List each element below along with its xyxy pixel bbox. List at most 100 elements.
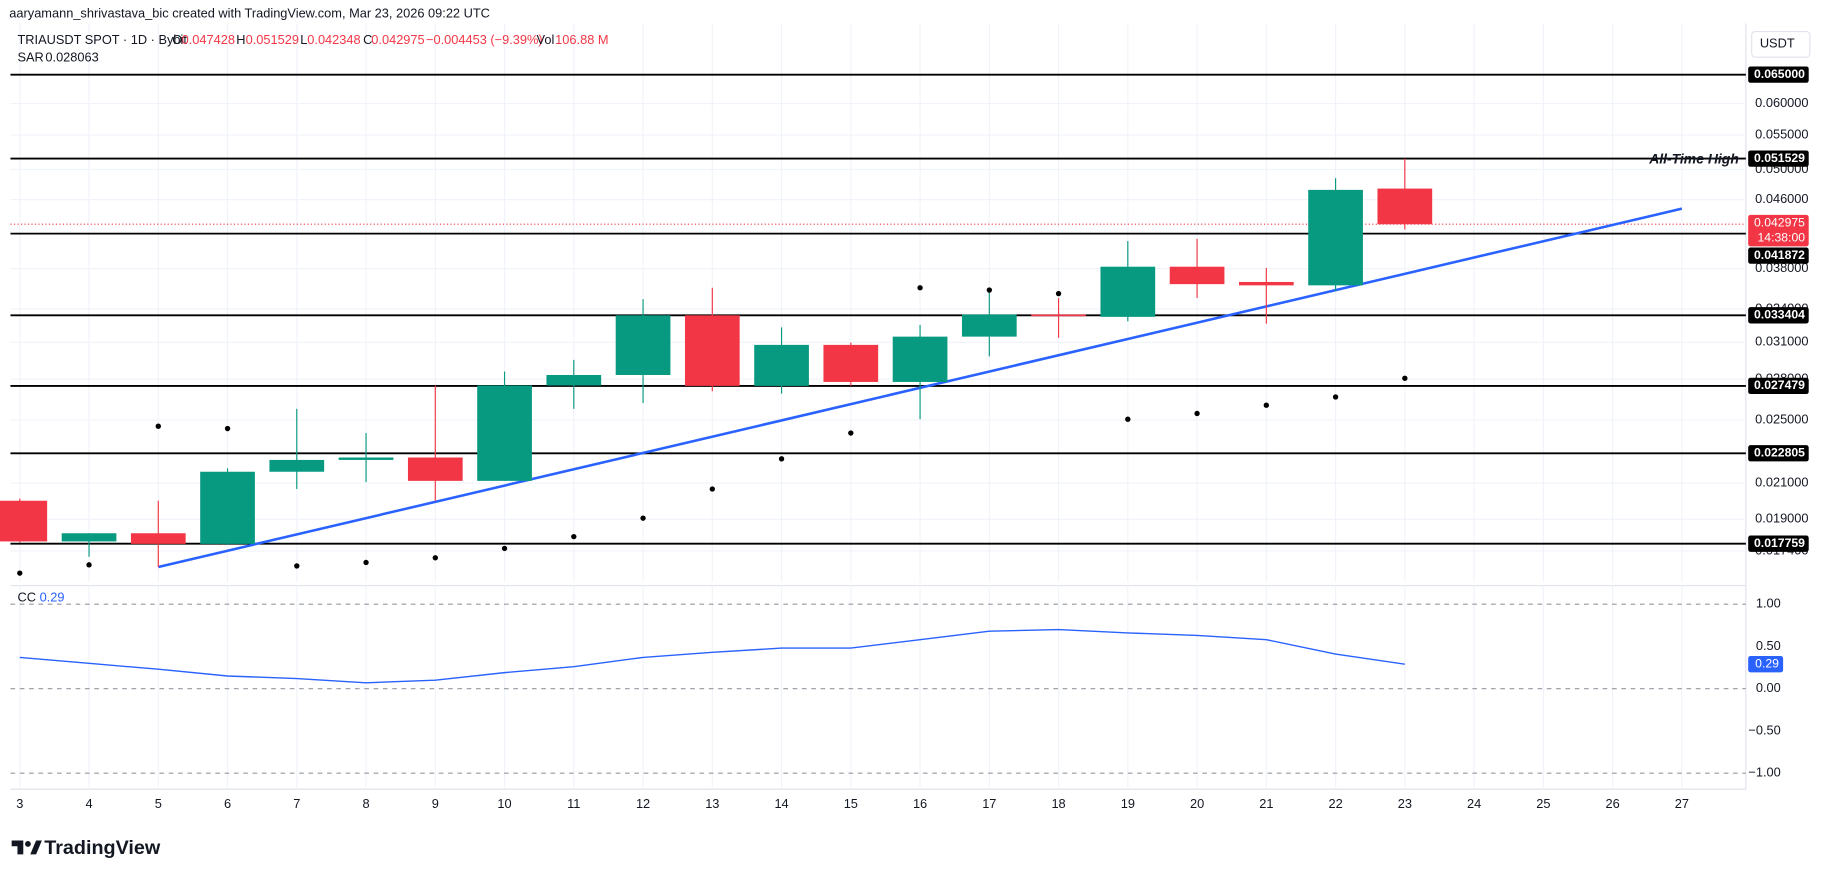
legend-item: 106.88 M: [555, 32, 608, 47]
x-tick-label: 4: [85, 796, 92, 811]
sar-name: SAR: [17, 50, 43, 65]
logo-icon: [11, 840, 42, 855]
candle-body: [546, 374, 602, 386]
y-tick-label: 1.00: [1756, 596, 1781, 611]
level-badge: [1748, 247, 1809, 264]
legend-item: C: [363, 32, 372, 47]
logo-text: TradingView: [44, 837, 161, 859]
candle-body: [0, 500, 48, 542]
candle-body: [1238, 281, 1294, 286]
x-tick-label: 14: [774, 796, 788, 811]
sar-dot: [986, 287, 992, 293]
sar-dot: [363, 559, 369, 566]
y-tick-label: 0.50: [1756, 638, 1781, 653]
y-tick-label: 0.038000: [1755, 260, 1808, 275]
candle-body: [1031, 314, 1086, 317]
level-badge: [1748, 445, 1809, 462]
sar-dot: [848, 430, 854, 436]
candle-body: [892, 336, 948, 382]
level-badge-label: 0.065000: [1754, 67, 1805, 81]
sar-dot: [709, 486, 715, 492]
sar-dot: [294, 563, 300, 569]
legend-item: 0.042348: [307, 32, 360, 47]
legend-item: 0.047428: [182, 32, 235, 47]
sar-dot: [640, 515, 646, 521]
candle-body: [1169, 266, 1225, 285]
y-tick-label: 0.046000: [1755, 191, 1808, 206]
y-tick-label: 0.021000: [1755, 474, 1808, 489]
level-badge-label: 0.041872: [1754, 248, 1805, 262]
candle-body: [407, 457, 463, 481]
sar-dot: [778, 456, 785, 462]
legend-item: O: [172, 32, 182, 47]
candle-body: [477, 385, 532, 481]
sar-value: 0.028063: [45, 50, 98, 65]
level-badge-label: 0.033404: [1754, 308, 1805, 322]
legend-item: L: [300, 32, 307, 47]
x-tick-label: 9: [432, 796, 439, 811]
sar-dot: [17, 570, 23, 576]
y-tick-label: 0.025000: [1755, 411, 1808, 426]
level-badge: [1748, 150, 1809, 167]
x-tick-label: 26: [1605, 796, 1619, 811]
sar-dot: [86, 562, 92, 568]
legend-item: Vol: [537, 32, 555, 47]
x-tick-label: 3: [16, 796, 23, 811]
sar-dot: [917, 285, 923, 291]
cc-badge: [1748, 656, 1784, 673]
cc-name: CC: [17, 590, 35, 605]
x-tick-label: 21: [1259, 796, 1273, 811]
legend-item: 0.042975: [371, 32, 424, 47]
sar-dot: [1125, 416, 1131, 422]
x-tick-label: 23: [1398, 796, 1412, 811]
x-tick-label: 20: [1190, 796, 1204, 811]
x-tick-label: 17: [982, 796, 996, 811]
sar-dot: [1263, 402, 1270, 408]
candle-body: [684, 315, 740, 386]
credit: aaryamann_shrivastava_bic created with T…: [9, 5, 490, 20]
y-tick-label: 0.055000: [1755, 126, 1808, 141]
currency[interactable]: USDT: [1760, 36, 1795, 51]
y-tick-label: 0.00: [1756, 680, 1781, 695]
sar-dot: [1194, 410, 1200, 417]
level-badge-label: 0.017759: [1754, 536, 1805, 550]
x-tick-label: 27: [1675, 796, 1689, 811]
candle-body: [130, 533, 186, 544]
cc-badge-label: 0.29: [1755, 656, 1779, 670]
x-tick-label: 12: [636, 796, 650, 811]
candle-body: [1308, 189, 1363, 286]
x-tick-label: 24: [1467, 796, 1481, 811]
x-tick-label: 22: [1328, 796, 1342, 811]
x-tick-label: 10: [497, 796, 511, 811]
level-badge: [1748, 377, 1809, 395]
candle-body: [200, 471, 255, 544]
candle-body: [754, 344, 809, 386]
level-badge: [1748, 307, 1809, 324]
sar-dot: [501, 545, 508, 552]
price-badge-label: 0.042975: [1754, 215, 1805, 229]
candle-body: [1100, 266, 1156, 317]
x-tick-label: 8: [362, 796, 369, 811]
currency-box[interactable]: [1751, 30, 1811, 58]
x-tick-label: 25: [1536, 796, 1550, 811]
sar-dot: [224, 425, 231, 432]
legend-item: −0.004453 (−9.39%): [426, 32, 543, 47]
y-tick-label: 0.019000: [1755, 511, 1808, 526]
countdown: 14:38:00: [1757, 230, 1805, 244]
candle-body: [1377, 188, 1433, 225]
x-tick-label: 7: [293, 796, 300, 811]
y-tick-label: −0.50: [1748, 722, 1780, 737]
x-tick-label: 13: [705, 796, 719, 811]
candle-body: [269, 459, 325, 472]
y-tick-label: 0.031000: [1755, 334, 1808, 349]
x-tick-label: 18: [1051, 796, 1065, 811]
x-tick-label: 5: [155, 796, 162, 811]
x-tick-label: 6: [224, 796, 231, 811]
sar-dot: [1332, 394, 1339, 400]
x-tick-label: 15: [844, 796, 858, 811]
candle-body: [61, 533, 117, 542]
sar-dot: [1402, 375, 1408, 381]
level-badge: [1748, 66, 1809, 83]
